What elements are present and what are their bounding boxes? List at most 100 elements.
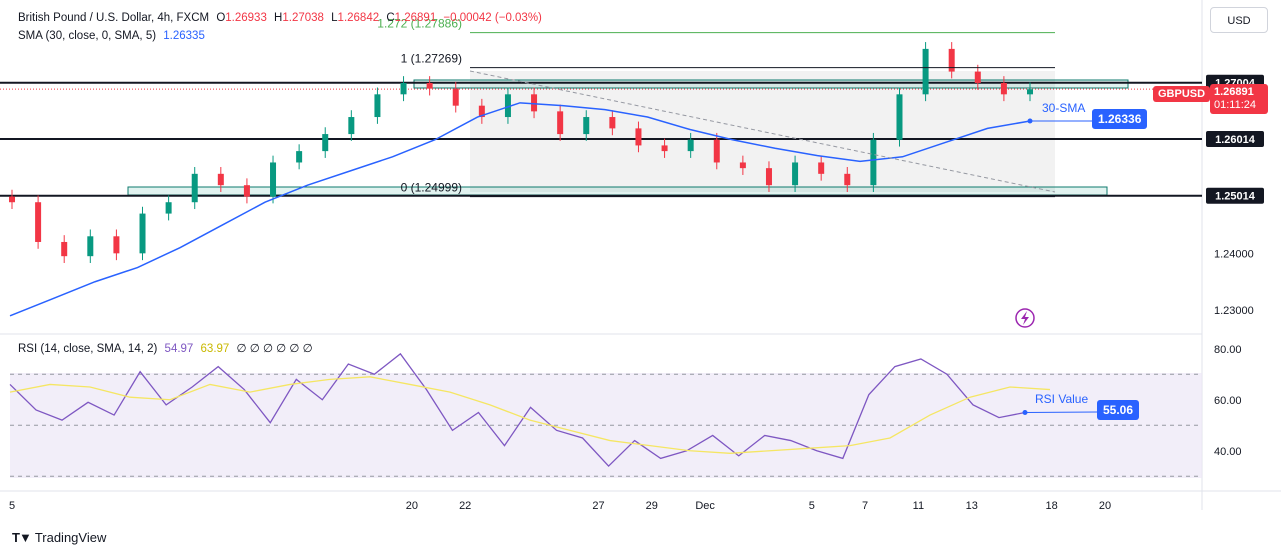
candle-body: [348, 117, 355, 135]
time-tick: 5: [9, 500, 15, 512]
candle-body: [739, 162, 746, 169]
rsi-ma-line[interactable]: [9, 376, 1051, 454]
open-value: 1.26933: [225, 12, 267, 24]
sma-legend-value: 1.26335: [163, 30, 205, 42]
rsi-tick: 60.00: [1214, 395, 1242, 407]
candle-body: [35, 202, 42, 242]
time-tick: 18: [1046, 500, 1058, 512]
rsi-annotation-badge: 55.06: [1097, 400, 1140, 420]
fib-label: 0 (1.24999): [401, 181, 462, 195]
rsi-ma-legend-value: 63.97: [200, 343, 230, 355]
rsi-legend-value: 54.97: [164, 343, 194, 355]
rsi-tick: 40.00: [1214, 446, 1242, 458]
sma-annotation-label: 30-SMA: [1042, 101, 1086, 115]
tradingview-logo[interactable]: T▼ TradingView: [12, 530, 106, 545]
candle-body: [948, 48, 955, 72]
time-tick: 11: [913, 500, 924, 512]
rsi-annotation-label: RSI Value: [1035, 392, 1089, 406]
candle-body: [61, 241, 68, 257]
candle-body: [896, 94, 903, 140]
sma-line[interactable]: [9, 102, 1031, 317]
candle-body: [139, 213, 146, 254]
candle-body: [322, 134, 329, 152]
time-tick: 20: [1099, 500, 1111, 512]
candle-body: [452, 88, 459, 106]
candle-body: [400, 82, 407, 95]
candle-body: [922, 48, 929, 95]
current-price: 1.26891: [1214, 86, 1254, 98]
time-tick: Dec: [695, 500, 715, 512]
candle-body: [583, 117, 590, 135]
change-value: −0.00042 (−0.03%): [443, 12, 542, 24]
candle-body: [609, 117, 616, 129]
candle-body: [713, 139, 720, 163]
currency-button[interactable]: USD: [1210, 7, 1268, 33]
trendline[interactable]: [469, 70, 1056, 193]
close-value: 1.26891: [394, 12, 437, 24]
close-label: C: [386, 12, 395, 24]
tradingview-mark-icon: T▼: [12, 530, 32, 545]
resistance-zone[interactable]: [413, 79, 1129, 89]
candle-body: [844, 173, 851, 186]
low-value: 1.26842: [337, 12, 380, 24]
level-label: 1.26014: [1215, 134, 1256, 146]
candle-body: [1027, 89, 1033, 95]
candle-body: [870, 139, 877, 186]
time-tick: 13: [966, 500, 978, 512]
time-tick: 5: [809, 500, 815, 512]
symbol-badge: GBPUSD: [1153, 86, 1211, 102]
price-tick: 1.23000: [1214, 305, 1254, 317]
time-tick: 20: [406, 500, 418, 512]
candle-body: [792, 162, 799, 186]
rsi-tick: 80.00: [1214, 344, 1242, 356]
rsi-annotation-pointer: [1024, 411, 1098, 413]
legend-rsi[interactable]: RSI (14, close, SMA, 14, 2) 54.97 63.97 …: [18, 341, 317, 355]
level-label: 1.25014: [1215, 191, 1256, 203]
candle-body: [217, 173, 224, 186]
level-badge: [1206, 187, 1264, 204]
price-tick: 1.24000: [1214, 248, 1254, 260]
candle-body: [504, 94, 511, 118]
candle-body: [661, 145, 668, 152]
level-badge: [1206, 130, 1264, 147]
candle-body: [374, 94, 381, 118]
candle-body: [113, 236, 120, 254]
time-tick: 27: [592, 500, 604, 512]
candle-body: [818, 162, 825, 174]
candle-body: [296, 151, 303, 163]
candle-body: [974, 71, 981, 83]
open-label: O: [216, 12, 226, 24]
candles[interactable]: [9, 42, 1033, 263]
candle-body: [426, 82, 433, 89]
rsi-legend-label: RSI (14, close, SMA, 14, 2): [18, 343, 158, 355]
candle-body: [478, 105, 485, 118]
fib-label: 1.272 (1.27886): [377, 17, 462, 31]
candle-body: [191, 173, 198, 203]
sma-annotation-dot: [1027, 118, 1033, 124]
sma-legend-label: SMA (30, close, 0, SMA, 5): [18, 30, 157, 42]
high-label: H: [274, 12, 283, 24]
candle-body: [635, 128, 642, 146]
candle-body: [531, 94, 538, 112]
symbol-title: British Pound / U.S. Dollar, 4h, FXCM: [18, 12, 210, 24]
candle-body: [9, 196, 15, 203]
countdown-timer: 01:11:24: [1214, 99, 1257, 111]
legend-sma[interactable]: SMA (30, close, 0, SMA, 5) 1.26335: [18, 30, 209, 42]
time-tick: 29: [646, 500, 658, 512]
candle-body: [557, 111, 564, 135]
time-tick: 22: [459, 500, 471, 512]
rsi-legend-extra: ∅ ∅ ∅ ∅ ∅ ∅: [236, 343, 313, 355]
flash-icon[interactable]: [1015, 308, 1035, 328]
candle-body: [687, 139, 694, 152]
legend-main[interactable]: British Pound / U.S. Dollar, 4h, FXCM O1…: [18, 12, 546, 24]
candle-body: [1000, 82, 1007, 95]
candle-body: [87, 236, 94, 257]
time-tick: 7: [862, 500, 868, 512]
high-value: 1.27038: [282, 12, 324, 24]
candle-body: [270, 162, 277, 197]
sma-annotation-badge: 1.26336: [1092, 109, 1148, 129]
candle-body: [165, 202, 172, 214]
price-badge: 1.26891 01:11:24: [1210, 84, 1268, 114]
candle-body: [765, 168, 772, 186]
